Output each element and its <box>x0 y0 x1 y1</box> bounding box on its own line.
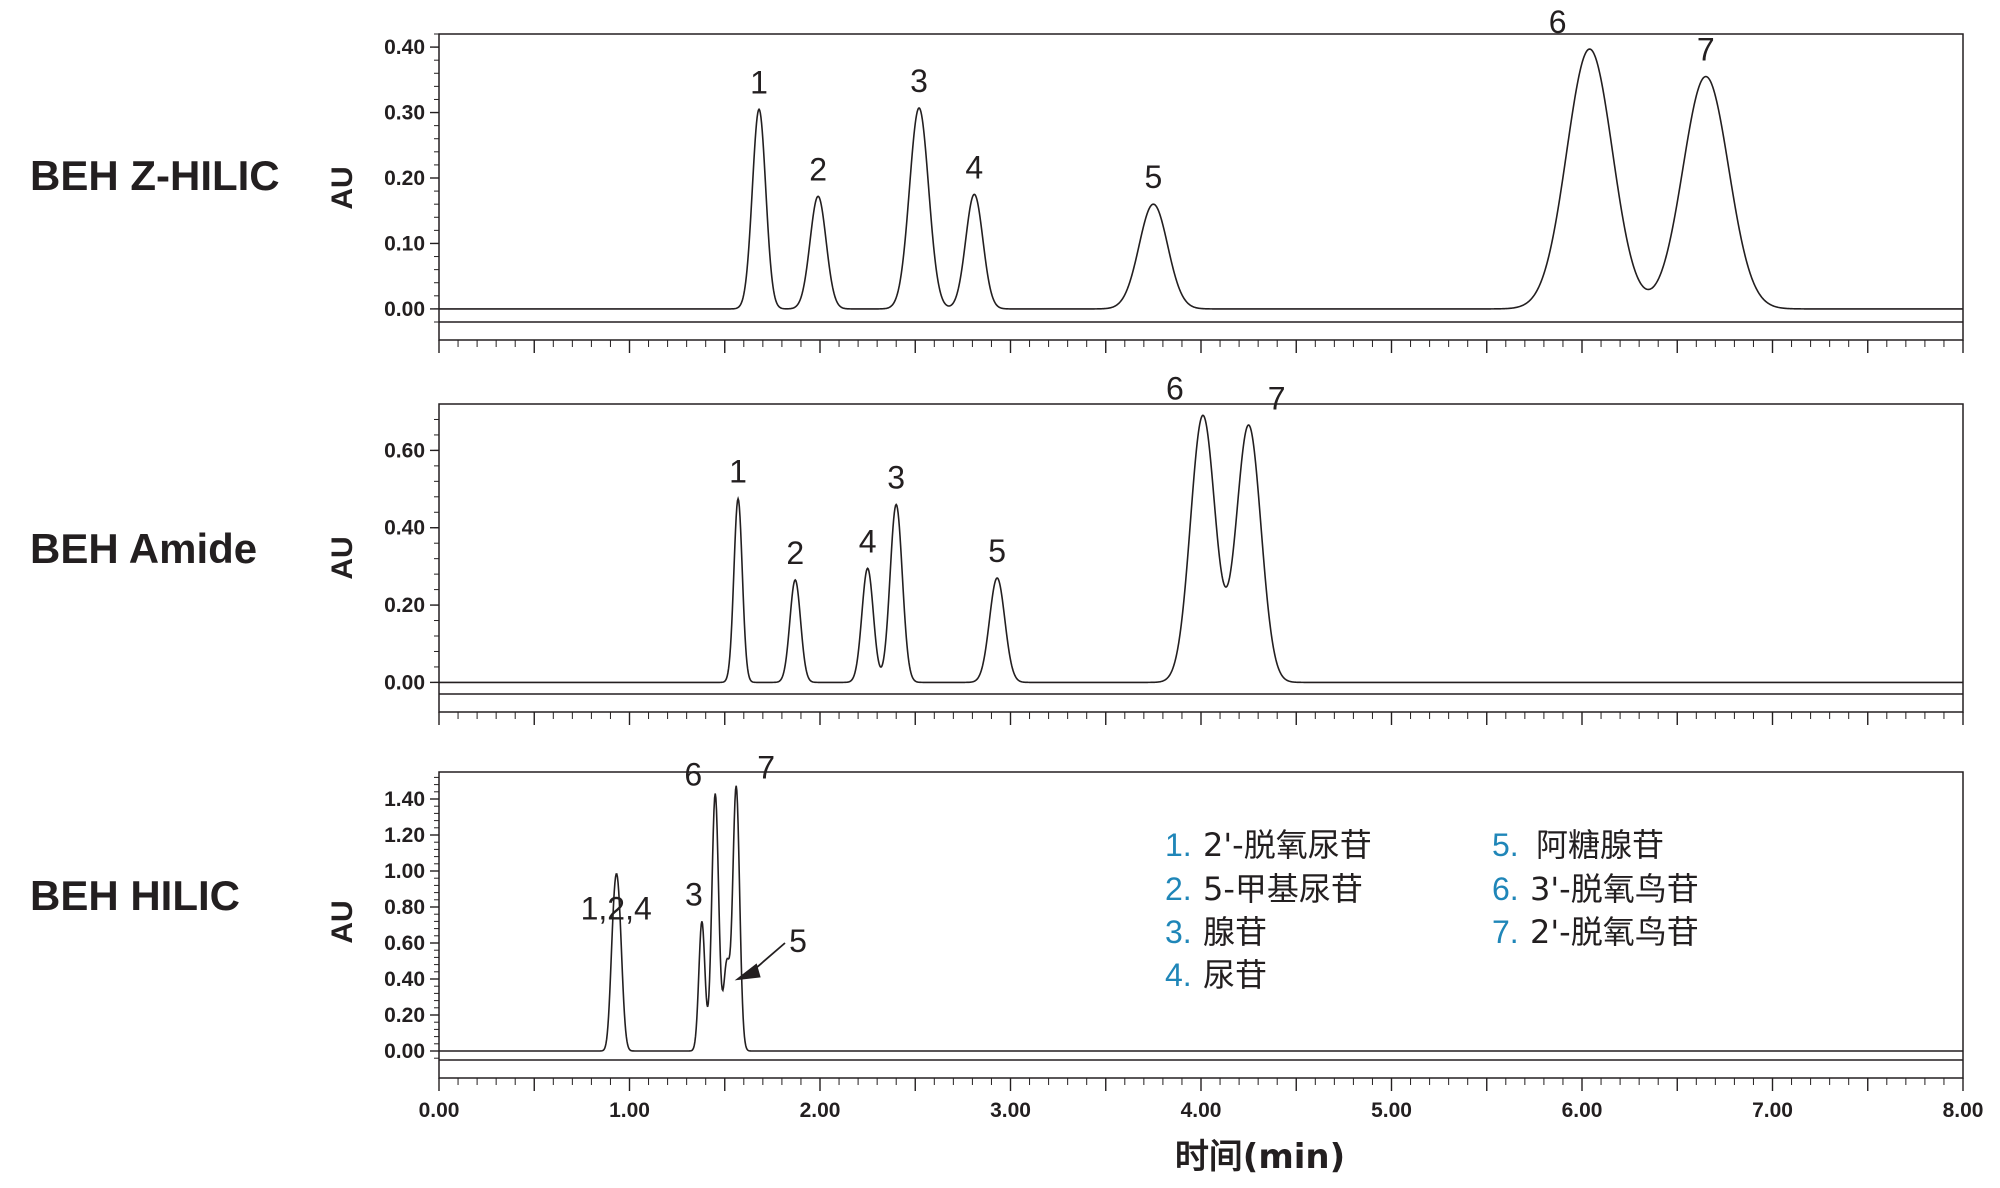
y-tick-label: 0.00 <box>384 671 425 694</box>
panel-2: BEH Amide AU 0.00 0.20 0.40 0.60 1 2 43 5 6 7 <box>30 371 1964 725</box>
peak-label: 5 <box>1144 159 1162 195</box>
peak-label: 1,2,4 <box>581 891 652 927</box>
y-tick-label: 0.40 <box>384 36 425 59</box>
peak-label: 7 <box>1697 32 1715 68</box>
y-tick-label: 0.60 <box>384 439 425 462</box>
x-tick-label: 0.00 <box>419 1099 460 1122</box>
panel-3: BEH HILIC AU 0.00 0.20 0.40 0.60 0.80 1.00 1.20 1… <box>30 749 1964 1091</box>
y-tick-label: 0.20 <box>384 1004 425 1027</box>
legend-number: 1. <box>1165 827 1192 863</box>
legend-number: 5. <box>1492 827 1519 863</box>
peak-label: 5 <box>988 533 1006 569</box>
y-tick-label: 0.00 <box>384 298 425 321</box>
column-label: BEH Z-HILIC <box>30 152 280 199</box>
peak-label: 5 <box>789 923 807 959</box>
peak-label: 6 <box>1166 371 1184 407</box>
legend-number: 3. <box>1165 914 1192 950</box>
peak-label: 4 <box>859 523 877 559</box>
y-tick-label: 0.40 <box>384 517 425 540</box>
y-axis-label: AU <box>326 166 359 209</box>
plot-frame <box>438 403 1964 713</box>
y-axis-label: AU <box>326 900 359 943</box>
chromatogram-trace <box>439 785 1963 1052</box>
y-tick-label: 0.20 <box>384 594 425 617</box>
x-tick-label: 8.00 <box>1943 1099 1984 1122</box>
y-tick-label: 0.00 <box>384 1040 425 1063</box>
legend-compound: 2'-脱氧鸟苷 <box>1530 913 1699 951</box>
legend-item-4: 4. 尿苷 <box>1165 956 1267 994</box>
legend-number: 7. <box>1492 914 1519 950</box>
peak-label: 3 <box>910 63 928 99</box>
x-tick-label: 5.00 <box>1371 1099 1412 1122</box>
y-tick-label: 1.20 <box>384 824 425 847</box>
legend: 1. 2'-脱氧尿苷 2. 5-甲基尿苷 3. 腺苷 4. 尿苷 5. 阿糖腺苷… <box>1165 826 1699 994</box>
peak-label: 1 <box>729 454 747 490</box>
y-tick-label: 0.10 <box>384 232 425 255</box>
peak-label: 7 <box>757 749 775 785</box>
legend-compound: 2'-脱氧尿苷 <box>1203 826 1372 864</box>
peak-label: 2 <box>809 151 827 187</box>
y-tick-label: 1.00 <box>384 860 425 883</box>
arrow-head <box>734 963 761 981</box>
legend-number: 4. <box>1165 957 1192 993</box>
x-axis-label: 时间(min) <box>1175 1137 1345 1177</box>
x-axis-tick-labels: 0.00 1.00 2.00 3.00 4.00 5.00 6.00 7.00 8.00 <box>419 1099 1984 1122</box>
peak-label: 6 <box>684 757 702 793</box>
x-tick-label: 4.00 <box>1181 1099 1222 1122</box>
x-tick-label: 7.00 <box>1752 1099 1793 1122</box>
panel-1: BEH Z-HILIC AU 0.00 0.10 0.20 0.30 0.40 1 2 3 4 5 6 7 <box>30 4 1964 353</box>
legend-number: 6. <box>1492 871 1519 907</box>
legend-item-6: 6. 3'-脱氧鸟苷 <box>1492 870 1699 908</box>
legend-compound: 3'-脱氧鸟苷 <box>1530 870 1699 908</box>
legend-compound: 阿糖腺苷 <box>1536 826 1664 864</box>
column-label: BEH HILIC <box>30 872 240 919</box>
x-tick-label: 3.00 <box>990 1099 1031 1122</box>
y-tick-label: 0.20 <box>384 167 425 190</box>
peak-label: 1 <box>750 64 768 100</box>
peak-label: 6 <box>1549 4 1567 40</box>
peak-label: 7 <box>1268 380 1286 416</box>
legend-item-2: 2. 5-甲基尿苷 <box>1165 870 1363 908</box>
legend-item-7: 7. 2'-脱氧鸟苷 <box>1492 913 1699 951</box>
legend-item-5: 5. 阿糖腺苷 <box>1492 826 1664 864</box>
peak-label: 2 <box>786 535 804 571</box>
plot-frame <box>438 771 1964 1079</box>
chromatogram-trace <box>439 48 1963 310</box>
plot-frame <box>438 33 1964 341</box>
y-axis-label: AU <box>326 536 359 579</box>
column-label: BEH Amide <box>30 525 257 572</box>
y-tick-label: 0.60 <box>384 932 425 955</box>
legend-item-1: 1. 2'-脱氧尿苷 <box>1165 826 1372 864</box>
y-tick-label: 0.30 <box>384 102 425 125</box>
peak-label: 3 <box>685 876 703 912</box>
legend-compound: 尿苷 <box>1203 956 1267 994</box>
legend-compound: 腺苷 <box>1203 913 1267 951</box>
y-tick-label: 0.40 <box>384 968 425 991</box>
y-tick-label: 1.40 <box>384 788 425 811</box>
legend-number: 2. <box>1165 871 1192 907</box>
chromatogram-trace <box>439 414 1963 684</box>
x-tick-label: 1.00 <box>609 1099 650 1122</box>
legend-item-3: 3. 腺苷 <box>1165 913 1267 951</box>
legend-compound: 5-甲基尿苷 <box>1203 870 1363 908</box>
x-tick-label: 2.00 <box>800 1099 841 1122</box>
y-tick-label: 0.80 <box>384 896 425 919</box>
x-tick-label: 6.00 <box>1562 1099 1603 1122</box>
peak-label: 4 <box>965 149 983 185</box>
peak-label: 3 <box>887 460 905 496</box>
